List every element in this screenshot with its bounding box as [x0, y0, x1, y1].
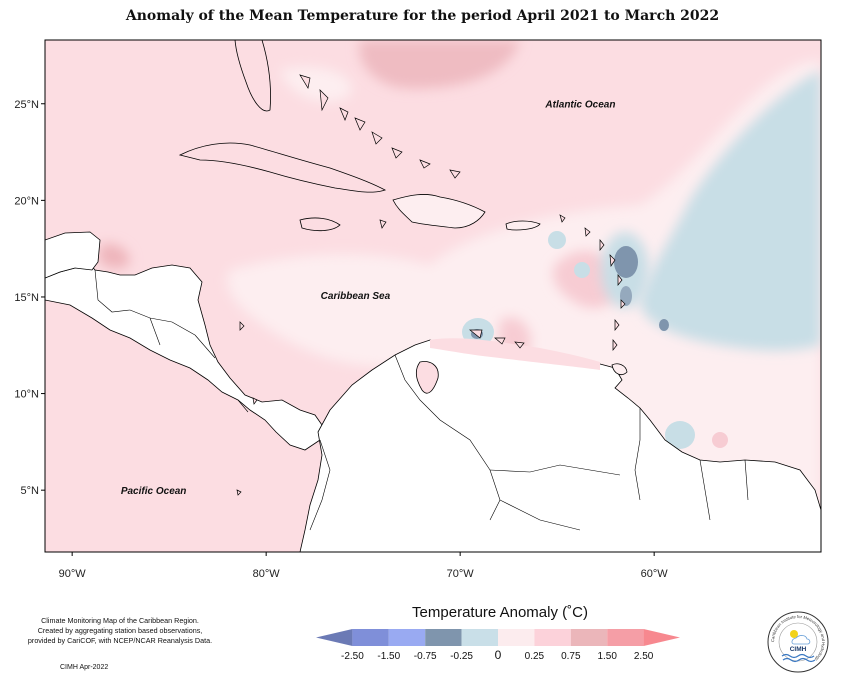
anomaly-spot-cooler-2 [620, 286, 632, 306]
latitude-ticks: 25°N 20°N 15°N 10°N 5°N [14, 99, 45, 497]
land-yucatan [45, 231, 101, 279]
legend-swatch [607, 629, 644, 646]
cloud-icon [791, 635, 811, 645]
legend-swatch [425, 629, 462, 646]
credit-text: Climate Monitoring Map of the Caribbean … [20, 616, 220, 646]
legend-colorbar: -2.50 -1.50 -0.75 -0.25 0 0.25 0.75 1.50 2.50 [316, 629, 680, 662]
legend-swatch [388, 629, 426, 646]
land-florida [234, 40, 271, 112]
credit-line-2: Created by aggregating station based obs… [37, 626, 203, 635]
lon-label: 90°W [59, 568, 87, 580]
lat-label: 20°N [14, 195, 39, 207]
cimh-logo: Caribbean Institute for Meteorology and … [767, 611, 829, 673]
lon-label: 70°W [447, 568, 475, 580]
map-title: Anomaly of the Mean Temperature for the … [125, 8, 720, 24]
lat-label: 15°N [14, 292, 39, 304]
lon-label: 80°W [253, 568, 281, 580]
legend-swatch [461, 629, 498, 646]
legend-tick-label: -0.25 [450, 651, 473, 662]
land-central-america [45, 261, 323, 451]
logo-text: CIMH [790, 646, 807, 653]
region-labels: Atlantic Ocean Caribbean Sea Pacific Ocean [121, 100, 616, 497]
legend-swatch [570, 629, 608, 646]
legend-swatch [352, 629, 389, 646]
legend-tick-label: -0.75 [414, 651, 437, 662]
credit-line-1: Climate Monitoring Map of the Caribbean … [41, 616, 199, 625]
anomaly-spot-cool-1 [548, 231, 566, 249]
land-guajira [416, 361, 439, 394]
lat-label: 10°N [14, 389, 39, 401]
legend-tick-label: 2.50 [634, 651, 654, 662]
anomaly-zone-warm-north [359, 40, 520, 89]
legend-tick-label: -2.50 [341, 651, 364, 662]
legend-tick-label: 0.75 [561, 651, 581, 662]
region-label: Pacific Ocean [121, 486, 187, 497]
region-label: Caribbean Sea [321, 291, 391, 302]
anomaly-spot-cooler-barbados [659, 319, 669, 331]
anomaly-zone-warm-yucatan [98, 243, 130, 269]
anomaly-zone-cool-atlantic [640, 70, 821, 351]
credit-date: CIMH Apr-2022 [60, 664, 109, 671]
anomaly-spot-cooler-windwards [614, 246, 638, 278]
anomaly-spot-cool-2 [574, 262, 590, 278]
lat-label: 25°N [14, 99, 39, 111]
legend-title: Temperature Anomaly (˚C) [412, 604, 588, 621]
credit-line-3: provided by CariCOF, with NCEP/NCAR Rean… [27, 636, 213, 645]
legend-tick-label: 1.50 [597, 651, 617, 662]
land-venezuela-coast-pink [430, 338, 600, 370]
legend-swatch [643, 629, 680, 646]
anomaly-spot-cool-guyana [665, 421, 695, 449]
land-cuba [178, 142, 387, 193]
anomaly-spot-warm-guyana [712, 432, 728, 448]
legend-tick-label: 0 [495, 648, 502, 662]
country-borders [94, 269, 749, 531]
legend-swatch [316, 629, 353, 646]
anomaly-zone-near-zero-north [280, 66, 352, 102]
map-frame-content: Atlantic Ocean Caribbean Sea Pacific Ocean [45, 40, 821, 552]
lon-label: 60°W [641, 568, 669, 580]
map-frame [44, 39, 822, 553]
legend-swatch [534, 629, 571, 646]
land-puerto-rico [505, 220, 541, 231]
legend-tick-label: 0.25 [525, 651, 545, 662]
sun-icon [790, 630, 798, 638]
region-label: Atlantic Ocean [544, 100, 615, 111]
wave-icon [781, 653, 815, 659]
legend-tick-label: -1.50 [377, 651, 400, 662]
lat-label: 5°N [21, 485, 40, 497]
wave-icon-2 [782, 657, 816, 663]
longitude-ticks: 90°W 80°W 70°W 60°W [59, 552, 669, 580]
land-trinidad [611, 363, 628, 376]
small-islands [236, 74, 626, 496]
land-hispaniola [392, 194, 486, 229]
land-jamaica [299, 217, 341, 232]
legend-swatch [498, 629, 535, 646]
